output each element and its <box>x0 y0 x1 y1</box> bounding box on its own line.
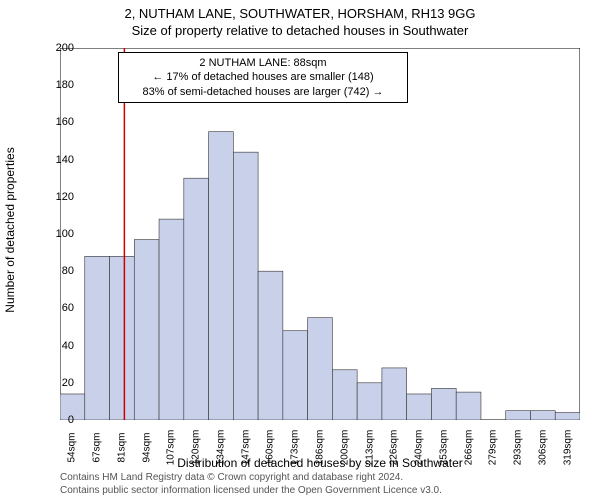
x-tick-label: 54sqm <box>67 432 78 462</box>
y-tick-label: 60 <box>62 302 74 314</box>
y-tick-label: 180 <box>56 79 74 91</box>
y-tick-label: 0 <box>68 414 74 426</box>
x-tick-label: 120sqm <box>191 430 202 466</box>
chart-svg <box>60 48 580 420</box>
x-tick-label: 319sqm <box>562 430 573 466</box>
y-tick-label: 200 <box>56 42 74 54</box>
x-tick-label: 240sqm <box>414 430 425 466</box>
x-tick-label: 279sqm <box>488 430 499 466</box>
x-tick-label: 94sqm <box>141 432 152 462</box>
annotation-line: ← 17% of detached houses are smaller (14… <box>125 70 401 84</box>
x-tick-label: 107sqm <box>166 430 177 466</box>
x-tick-label: 147sqm <box>240 430 251 466</box>
y-tick-label: 140 <box>56 154 74 166</box>
x-tick-label: 226sqm <box>389 430 400 466</box>
y-tick-label: 80 <box>62 265 74 277</box>
x-tick-label: 306sqm <box>537 430 548 466</box>
annotation-line: 2 NUTHAM LANE: 88sqm <box>125 56 401 70</box>
x-tick-label: 81sqm <box>116 432 127 462</box>
plot-area: 2 NUTHAM LANE: 88sqm← 17% of detached ho… <box>60 48 580 420</box>
x-tick-label: 266sqm <box>463 430 474 466</box>
x-tick-label: 293sqm <box>513 430 524 466</box>
x-tick-label: 160sqm <box>265 430 276 466</box>
x-tick-label: 186sqm <box>315 430 326 466</box>
copyright-line: Contains public sector information licen… <box>60 485 442 498</box>
page-subtitle: Size of property relative to detached ho… <box>0 21 600 38</box>
y-tick-label: 40 <box>62 340 74 352</box>
copyright-text: Contains HM Land Registry data © Crown c… <box>60 472 442 497</box>
x-tick-label: 253sqm <box>438 430 449 466</box>
copyright-line: Contains HM Land Registry data © Crown c… <box>60 472 442 485</box>
x-tick-label: 200sqm <box>339 430 350 466</box>
y-tick-label: 20 <box>62 377 74 389</box>
annotation-box: 2 NUTHAM LANE: 88sqm← 17% of detached ho… <box>118 52 408 103</box>
y-tick-label: 100 <box>56 228 74 240</box>
x-tick-label: 173sqm <box>290 430 301 466</box>
x-tick-label: 134sqm <box>215 430 226 466</box>
chart-container: 2, NUTHAM LANE, SOUTHWATER, HORSHAM, RH1… <box>0 0 600 500</box>
x-tick-label: 213sqm <box>364 430 375 466</box>
y-tick-label: 120 <box>56 191 74 203</box>
page-title: 2, NUTHAM LANE, SOUTHWATER, HORSHAM, RH1… <box>0 0 600 21</box>
x-tick-label: 67sqm <box>92 432 103 462</box>
annotation-line: 83% of semi-detached houses are larger (… <box>125 85 401 99</box>
y-axis-label: Number of detached properties <box>3 147 17 312</box>
y-tick-label: 160 <box>56 116 74 128</box>
